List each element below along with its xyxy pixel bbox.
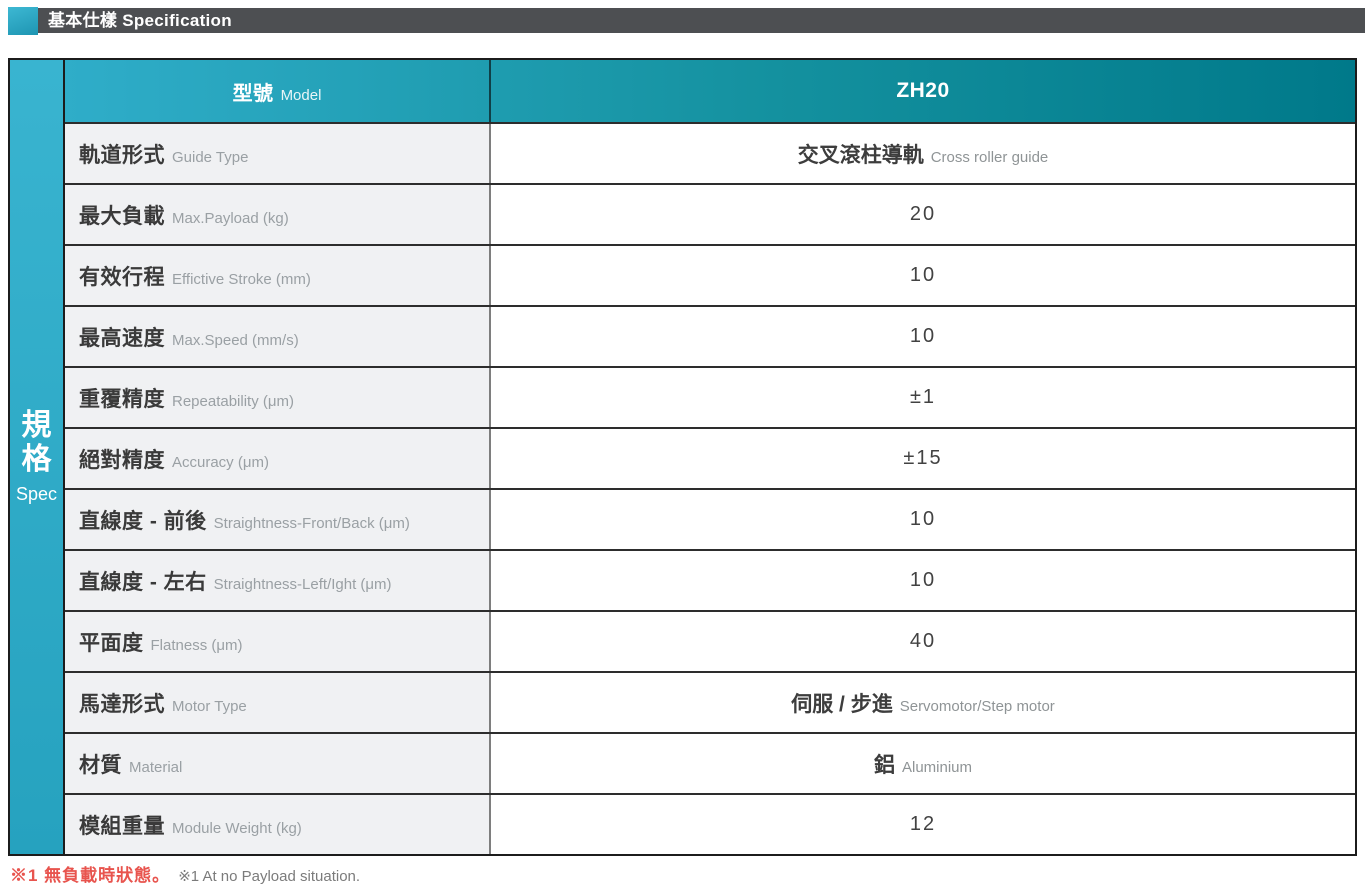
- table-row-max-speed: 最高速度 Max.Speed (mm/s) 10: [65, 305, 1355, 366]
- row-value-main: 伺服 / 步進: [791, 692, 893, 716]
- row-label-zh: 最大負載: [79, 204, 165, 228]
- table-row-straightness-front-back: 直線度 - 前後 Straightness-Front/Back (μm) 10: [65, 488, 1355, 549]
- row-label-en: Repeatability (μm): [172, 392, 295, 410]
- row-value-main: 10: [909, 508, 937, 530]
- row-value-main: 12: [909, 813, 937, 835]
- row-value-cell: 鋁 Aluminium: [491, 734, 1355, 793]
- row-label-zh: 軌道形式: [79, 143, 165, 167]
- footnote: ※1 無負載時狀態。 ※1 At no Payload situation.: [10, 861, 360, 886]
- row-value-cell: 10: [491, 551, 1355, 610]
- spec-rows: 型號 Model ZH20 軌道形式 Guide Type: [65, 60, 1355, 854]
- table-row-straightness-left-right: 直線度 - 左右 Straightness-Left/Ight (μm) 10: [65, 549, 1355, 610]
- row-label-en: Flatness (μm): [150, 636, 243, 654]
- row-label-cell: 有效行程 Effictive Stroke (mm): [65, 246, 491, 305]
- row-label-zh: 直線度 - 左右: [79, 570, 207, 594]
- row-value-cell: 交叉滾柱導軌 Cross roller guide: [491, 124, 1355, 183]
- teal-accent-block: [8, 7, 38, 35]
- row-label-zh: 直線度 - 前後: [79, 509, 207, 533]
- row-label-cell: 模組重量 Module Weight (kg): [65, 795, 491, 854]
- row-value-cell: ±1: [491, 368, 1355, 427]
- row-label-en: Guide Type: [172, 148, 249, 166]
- spec-side-strip: 規格 Spec: [10, 60, 65, 854]
- side-strip-label-zh: 規格: [21, 409, 52, 476]
- row-label-cell: 重覆精度 Repeatability (μm): [65, 368, 491, 427]
- row-label-en: Material: [129, 758, 183, 776]
- row-label-cell: 軌道形式 Guide Type: [65, 124, 491, 183]
- row-label-cell: 平面度 Flatness (μm): [65, 612, 491, 671]
- table-row-motor-type: 馬達形式 Motor Type 伺服 / 步進 Servomotor/Step …: [65, 671, 1355, 732]
- row-label-en: Accuracy (μm): [172, 453, 269, 471]
- row-value-main: 40: [909, 630, 937, 652]
- table-row-module-weight: 模組重量 Module Weight (kg) 12: [65, 793, 1355, 854]
- row-label-zh: 材質: [79, 753, 122, 777]
- table-row-material: 材質 Material 鋁 Aluminium: [65, 732, 1355, 793]
- row-value-main: 20: [909, 203, 937, 225]
- table-row-effective-stroke: 有效行程 Effictive Stroke (mm) 10: [65, 244, 1355, 305]
- footnote-zh: ※1 無負載時狀態。: [10, 866, 171, 885]
- row-label-en: Max.Speed (mm/s): [172, 331, 299, 349]
- row-label-en: Effictive Stroke (mm): [172, 270, 311, 288]
- header-model-value-cell: ZH20: [491, 60, 1355, 122]
- row-value-main: 10: [909, 264, 937, 286]
- row-label-en: Straightness-Front/Back (μm): [213, 514, 410, 532]
- row-label-en: Straightness-Left/Ight (μm): [213, 575, 392, 593]
- row-value-sub: Aluminium: [901, 758, 973, 776]
- row-label-zh: 模組重量: [79, 814, 165, 838]
- row-value-sub: Cross roller guide: [930, 148, 1049, 166]
- row-value-main: 鋁: [873, 753, 895, 777]
- row-label-cell: 最高速度 Max.Speed (mm/s): [65, 307, 491, 366]
- side-strip-label-en: Spec: [15, 483, 58, 504]
- row-label-en: Max.Payload (kg): [172, 209, 289, 227]
- row-label-cell: 絕對精度 Accuracy (μm): [65, 429, 491, 488]
- row-value-cell: 10: [491, 307, 1355, 366]
- table-row-repeatability: 重覆精度 Repeatability (μm) ±1: [65, 366, 1355, 427]
- section-title: 基本仕樣 Specification: [38, 8, 1365, 33]
- row-label-cell: 馬達形式 Motor Type: [65, 673, 491, 732]
- section-header: 基本仕樣 Specification: [8, 7, 1365, 35]
- model-value: ZH20: [896, 79, 950, 102]
- header-model-label-zh: 型號: [232, 82, 274, 105]
- row-label-zh: 最高速度: [79, 326, 165, 350]
- row-value-cell: ±15: [491, 429, 1355, 488]
- row-value-cell: 12: [491, 795, 1355, 854]
- row-label-zh: 重覆精度: [79, 387, 165, 411]
- row-value-main: 10: [909, 569, 937, 591]
- row-value-main: ±15: [903, 447, 943, 469]
- row-label-en: Module Weight (kg): [172, 819, 302, 837]
- header-model-label-cell: 型號 Model: [65, 60, 491, 122]
- row-label-zh: 平面度: [79, 631, 144, 655]
- row-value-main: 10: [909, 325, 937, 347]
- row-value-main: 交叉滾柱導軌: [797, 143, 924, 167]
- table-row-flatness: 平面度 Flatness (μm) 40: [65, 610, 1355, 671]
- row-label-cell: 直線度 - 前後 Straightness-Front/Back (μm): [65, 490, 491, 549]
- header-model-label-en: Model: [280, 86, 322, 104]
- row-value-cell: 40: [491, 612, 1355, 671]
- row-label-cell: 直線度 - 左右 Straightness-Left/Ight (μm): [65, 551, 491, 610]
- table-header-row: 型號 Model ZH20: [65, 60, 1355, 122]
- row-label-zh: 馬達形式: [79, 692, 165, 716]
- row-label-en: Motor Type: [172, 697, 247, 715]
- footnote-en: ※1 At no Payload situation.: [178, 868, 361, 885]
- spec-table: 規格 Spec 型號 Model ZH20 軌道形式: [8, 58, 1357, 856]
- table-row-accuracy: 絕對精度 Accuracy (μm) ±15: [65, 427, 1355, 488]
- table-row-guide-type: 軌道形式 Guide Type 交叉滾柱導軌 Cross roller guid…: [65, 122, 1355, 183]
- row-value-cell: 伺服 / 步進 Servomotor/Step motor: [491, 673, 1355, 732]
- row-label-cell: 最大負載 Max.Payload (kg): [65, 185, 491, 244]
- row-value-cell: 20: [491, 185, 1355, 244]
- row-value-cell: 10: [491, 246, 1355, 305]
- table-row-max-payload: 最大負載 Max.Payload (kg) 20: [65, 183, 1355, 244]
- row-label-zh: 有效行程: [79, 265, 165, 289]
- row-value-main: ±1: [909, 386, 937, 408]
- row-value-cell: 10: [491, 490, 1355, 549]
- row-label-cell: 材質 Material: [65, 734, 491, 793]
- row-value-sub: Servomotor/Step motor: [899, 697, 1055, 715]
- row-label-zh: 絕對精度: [79, 448, 165, 472]
